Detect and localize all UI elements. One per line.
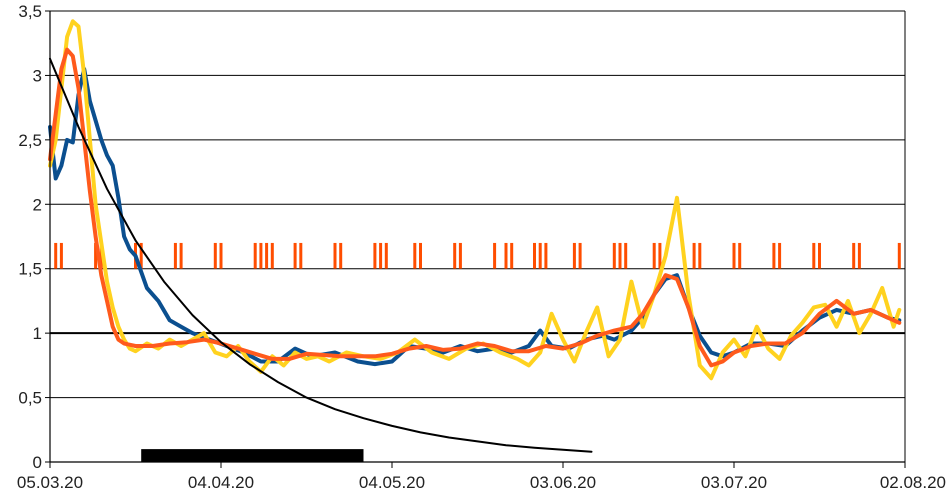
- event-marker: [652, 242, 656, 269]
- event-marker: [453, 242, 457, 269]
- event-marker: [692, 242, 696, 269]
- event-marker: [897, 242, 901, 269]
- period-bar-rect: [141, 449, 364, 462]
- event-marker: [504, 242, 508, 269]
- x-tick-labels: 05.03.20 04.04.20 04.05.20 03.06.20 03.07.20…: [17, 462, 946, 492]
- event-marker: [578, 242, 582, 269]
- y-tick-label: 2,5: [18, 131, 42, 150]
- event-marker: [818, 242, 821, 269]
- event-marker: [259, 242, 263, 269]
- event-marker: [173, 242, 177, 269]
- series-line-4: [49, 57, 593, 453]
- event-marker: [510, 242, 514, 269]
- y-tick-label: 1,5: [18, 260, 42, 279]
- series-line-3: [48, 47, 902, 368]
- event-marker: [213, 242, 217, 269]
- series-line-2: [48, 19, 902, 381]
- event-marker: [698, 242, 702, 269]
- axes: [49, 11, 906, 463]
- y-tick-label: 0: [33, 453, 42, 472]
- y-tick-labels: 0 0,5 1 1,5 2 2,5 3 3,5: [18, 2, 50, 472]
- event-marker: [293, 242, 297, 269]
- event-marker: [373, 242, 377, 269]
- y-tick-label: 1: [33, 324, 42, 343]
- event-marker: [179, 242, 183, 269]
- y-tick-label: 3: [33, 66, 42, 85]
- event-marker: [253, 242, 257, 269]
- x-tick-label: 02.08.20: [880, 473, 946, 492]
- series-line-1: [48, 67, 902, 367]
- y-tick-label: 0,5: [18, 389, 42, 408]
- event-marker: [852, 242, 856, 269]
- event-marker: [265, 242, 269, 269]
- event-marker: [857, 242, 861, 269]
- x-tick-label: 03.06.20: [530, 473, 596, 492]
- x-tick-label: 03.07.20: [701, 473, 767, 492]
- event-marker: [778, 242, 782, 269]
- event-marker: [572, 242, 576, 269]
- gridlines: [50, 10, 905, 399]
- event-marker: [772, 242, 776, 269]
- event-marker: [419, 242, 422, 269]
- x-tick-label: 05.03.20: [17, 473, 83, 492]
- event-marker: [219, 242, 223, 269]
- event-marker: [139, 242, 143, 269]
- event-marker: [738, 242, 742, 269]
- event-marker: [458, 242, 462, 269]
- event-marker: [612, 242, 616, 269]
- event-marker: [333, 242, 337, 269]
- event-marker: [59, 242, 63, 269]
- event-marker: [384, 242, 388, 269]
- event-marker: [732, 242, 736, 269]
- event-marker: [812, 242, 816, 269]
- y-tick-label: 2: [33, 195, 42, 214]
- event-marker: [413, 242, 417, 269]
- event-marker: [270, 242, 274, 269]
- x-tick-label: 04.04.20: [188, 473, 254, 492]
- event-marker: [538, 242, 542, 269]
- event-marker: [658, 242, 662, 269]
- event-marker: [299, 242, 303, 269]
- event-marker: [618, 242, 622, 269]
- event-marker: [379, 242, 383, 269]
- event-marker: [624, 242, 628, 269]
- event-marker: [339, 242, 343, 269]
- event-marker: [94, 242, 98, 269]
- event-marker: [493, 242, 497, 269]
- event-marker: [544, 242, 548, 269]
- event-marker: [54, 242, 58, 269]
- period-bar: [141, 449, 364, 462]
- event-marker: [533, 242, 536, 269]
- series-lines: [48, 19, 902, 453]
- x-tick-label: 04.05.20: [359, 473, 425, 492]
- y-tick-label: 3,5: [18, 2, 42, 21]
- event-markers: [54, 242, 901, 269]
